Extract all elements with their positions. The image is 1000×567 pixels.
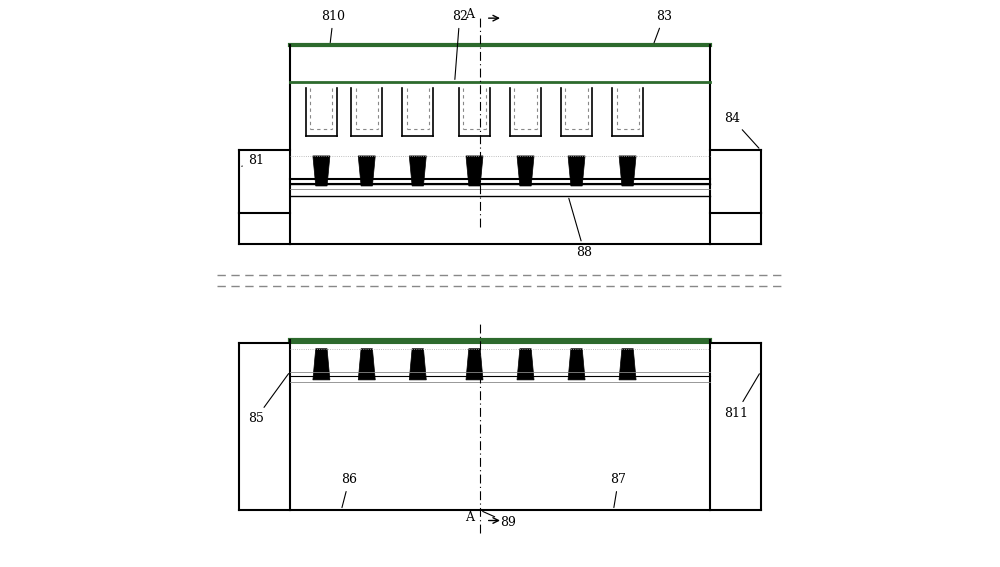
Polygon shape (568, 349, 585, 380)
Text: 88: 88 (569, 198, 593, 259)
Polygon shape (568, 156, 585, 186)
Text: 89: 89 (483, 511, 516, 529)
Polygon shape (409, 156, 426, 186)
Polygon shape (358, 156, 375, 186)
Polygon shape (517, 349, 534, 380)
Text: 81: 81 (242, 154, 264, 167)
Polygon shape (619, 156, 636, 186)
Polygon shape (409, 349, 426, 380)
Text: 83: 83 (654, 10, 672, 43)
Polygon shape (466, 349, 483, 380)
Polygon shape (313, 349, 330, 380)
Text: 82: 82 (452, 10, 468, 79)
Text: A: A (465, 510, 474, 523)
Polygon shape (517, 156, 534, 186)
Text: 811: 811 (724, 374, 759, 420)
Polygon shape (466, 156, 483, 186)
Text: 87: 87 (611, 473, 626, 507)
Polygon shape (313, 156, 330, 186)
Text: 86: 86 (341, 473, 357, 507)
Text: 810: 810 (321, 10, 345, 43)
Polygon shape (619, 349, 636, 380)
Text: A: A (465, 8, 474, 21)
Polygon shape (358, 349, 375, 380)
Text: 85: 85 (248, 374, 289, 425)
Text: 84: 84 (724, 112, 759, 148)
